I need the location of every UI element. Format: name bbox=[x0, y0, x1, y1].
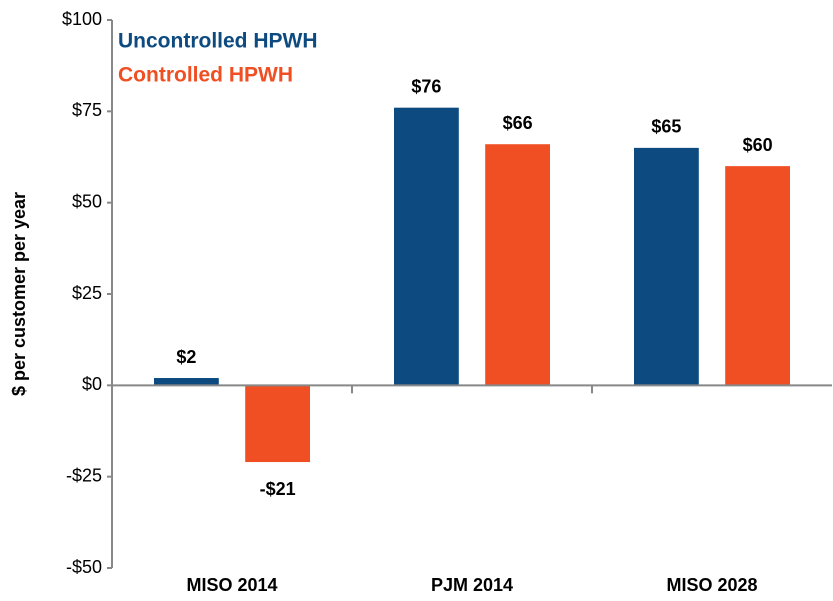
y-tick-label: $0 bbox=[82, 374, 102, 394]
y-tick-label: $100 bbox=[62, 9, 102, 29]
y-tick-label: $25 bbox=[72, 283, 102, 303]
value-label: $65 bbox=[651, 117, 681, 137]
legend-entry: Uncontrolled HPWH bbox=[118, 30, 318, 53]
y-tick-label: $50 bbox=[72, 191, 102, 211]
y-axis-label: $ per customer per year bbox=[9, 192, 29, 396]
bar bbox=[245, 385, 310, 463]
bar bbox=[725, 166, 790, 386]
value-label: $66 bbox=[503, 113, 533, 133]
bar bbox=[394, 107, 459, 386]
value-label: $2 bbox=[176, 347, 196, 367]
x-tick-label: PJM 2014 bbox=[431, 575, 513, 595]
y-tick-label: $75 bbox=[72, 100, 102, 120]
value-label: $76 bbox=[411, 76, 441, 96]
x-tick-label: MISO 2014 bbox=[186, 575, 277, 595]
bar bbox=[634, 147, 699, 386]
y-tick-label: -$25 bbox=[66, 465, 102, 485]
value-label: $60 bbox=[743, 135, 773, 155]
bar bbox=[485, 144, 550, 386]
value-label: -$21 bbox=[260, 479, 296, 499]
y-tick-label: -$50 bbox=[66, 557, 102, 577]
bar bbox=[154, 378, 219, 386]
x-tick-label: MISO 2028 bbox=[666, 575, 757, 595]
legend-entry: Controlled HPWH bbox=[118, 64, 293, 87]
